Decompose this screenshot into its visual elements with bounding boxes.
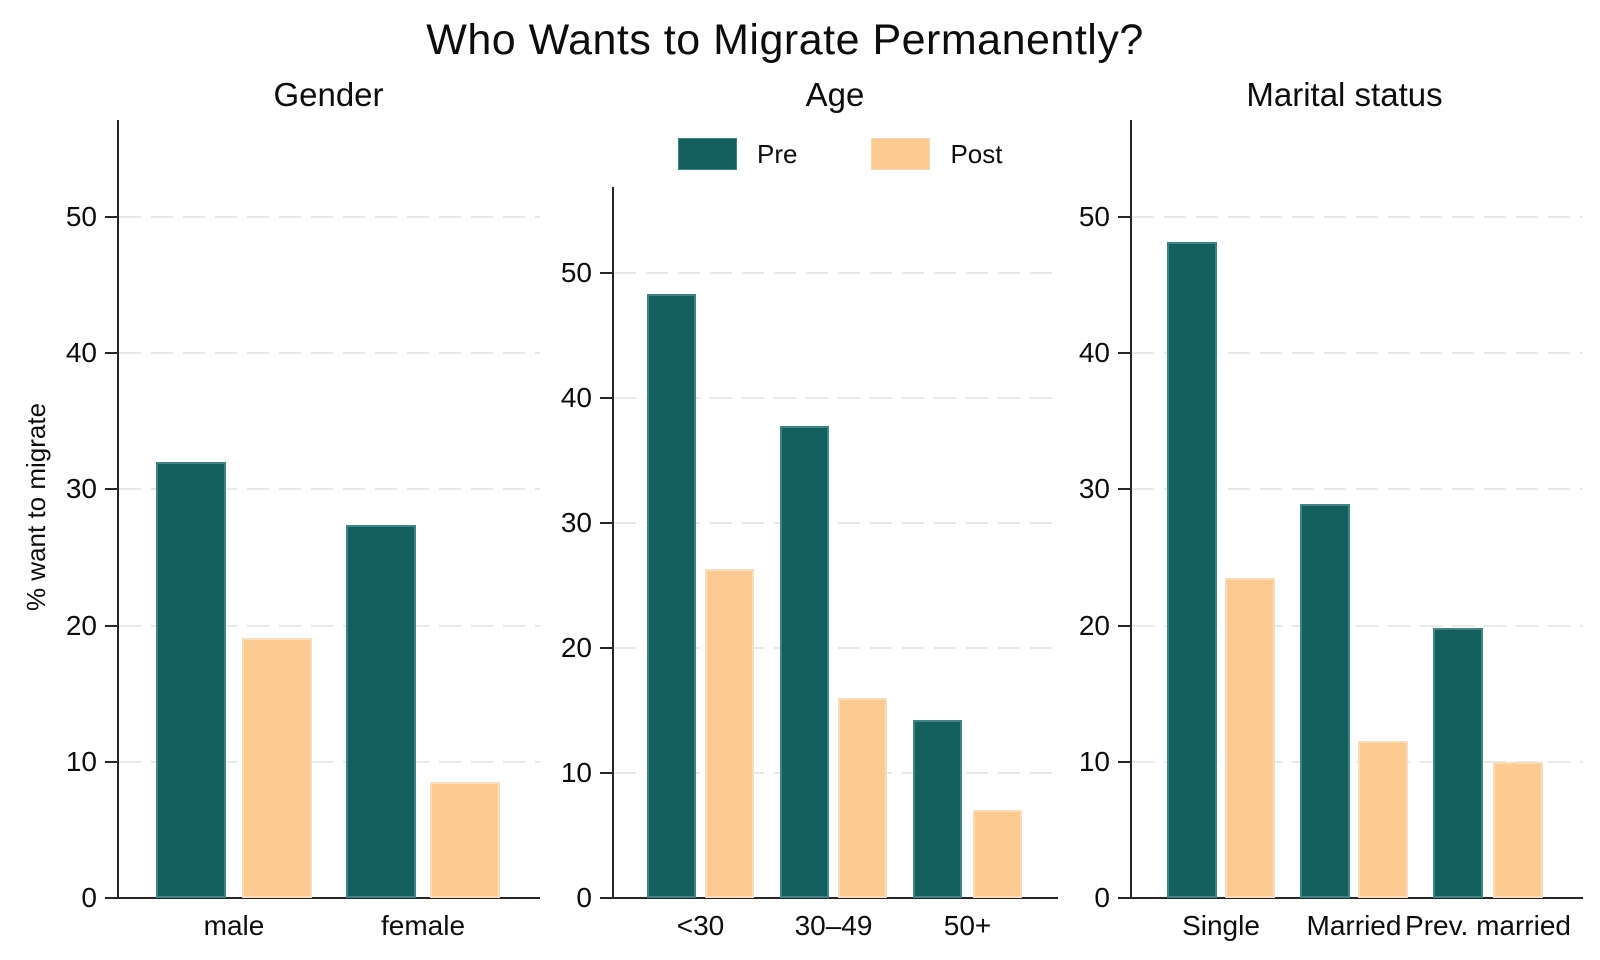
panel-title-marital-status: Marital status [1246, 76, 1443, 113]
gridline [119, 760, 540, 763]
y-tick [1118, 760, 1130, 763]
bar-age-<30-pre [647, 294, 696, 898]
category-label-female: female [380, 910, 466, 941]
y-tick [105, 488, 117, 491]
gridline [1132, 624, 1583, 627]
y-tick [1118, 897, 1130, 899]
y-tick-label: 10 [560, 757, 592, 788]
legend-label-post: Post [950, 138, 1003, 169]
gridline [614, 522, 1058, 524]
y-tick [1118, 488, 1130, 491]
gridline [119, 216, 540, 218]
bar-gender-male-post [242, 638, 312, 898]
y-tick [600, 522, 612, 524]
y-axis [612, 187, 614, 898]
y-tick [1118, 216, 1130, 218]
category-label-50+: 50+ [943, 910, 992, 941]
legend-label-pre: Pre [757, 138, 798, 169]
legend-swatch-post [871, 138, 931, 170]
panel-title-gender: Gender [273, 76, 384, 113]
bar-age-50+-pre [913, 720, 962, 898]
category-label-single: Single [1182, 910, 1260, 941]
y-tick [105, 352, 117, 355]
y-tick-label: 20 [560, 632, 592, 663]
category-label-30-49: 30–49 [794, 910, 873, 941]
y-tick-label: 0 [576, 882, 592, 913]
bar-gender-male-pre [156, 462, 226, 898]
bar-gender-female-pre [346, 525, 416, 898]
category-label-prev-married: Prev. married [1405, 910, 1571, 941]
bar-marital-status-married-pre [1300, 504, 1350, 898]
bar-gender-female-post [430, 782, 500, 898]
gridline [119, 352, 540, 355]
bar-age-<30-post [705, 569, 754, 898]
bar-marital-status-prev-married-pre [1433, 628, 1483, 898]
y-tick-label: 40 [560, 382, 592, 413]
y-tick [105, 216, 117, 218]
y-tick-label: 50 [1078, 201, 1110, 232]
gridline [1132, 760, 1583, 763]
y-tick [600, 647, 612, 649]
y-tick-label: 20 [1078, 609, 1110, 641]
y-tick [600, 397, 612, 399]
legend: Pre Post [678, 138, 1003, 170]
chart-title: Who Wants to Migrate Permanently? [426, 16, 1144, 64]
gridline [614, 272, 1058, 274]
y-tick [105, 624, 117, 627]
x-axis [1130, 897, 1583, 899]
y-tick [1118, 624, 1130, 627]
y-tick [105, 760, 117, 763]
y-tick-label: 20 [65, 609, 97, 641]
gridline [119, 624, 540, 627]
y-tick-label: 0 [81, 882, 97, 913]
y-tick-label: 0 [1094, 882, 1110, 913]
gridline [1132, 352, 1583, 355]
y-tick-label: 30 [1078, 473, 1110, 505]
panel-title-age: Age [805, 76, 865, 113]
gridline [1132, 488, 1583, 491]
y-tick-label: 40 [1078, 337, 1110, 369]
y-tick-label: 30 [65, 473, 97, 505]
bar-marital-status-prev-married-post [1493, 762, 1543, 898]
bar-age-30-49-pre [780, 426, 829, 898]
x-axis [117, 897, 540, 899]
y-tick-label: 40 [65, 337, 97, 369]
y-tick-label: 50 [560, 257, 592, 288]
bar-marital-status-married-post [1358, 741, 1408, 898]
gridline [614, 397, 1058, 399]
gridline [119, 488, 540, 491]
gridline [614, 647, 1058, 649]
y-tick-label: 10 [1078, 745, 1110, 777]
y-tick [105, 897, 117, 899]
bar-marital-status-single-pre [1167, 242, 1217, 898]
category-label-male: male [203, 910, 265, 941]
bar-age-30-49-post [838, 698, 887, 898]
y-tick-label: 50 [65, 201, 97, 232]
bar-marital-status-single-post [1225, 578, 1275, 898]
y-tick-label: 30 [560, 507, 592, 538]
y-axis [1130, 120, 1132, 898]
y-tick [600, 897, 612, 899]
y-tick [600, 772, 612, 774]
gridline [614, 772, 1058, 774]
legend-swatch-pre [678, 138, 737, 170]
bar-age-50+-post [973, 810, 1022, 898]
category-label-<30: <30 [676, 910, 725, 941]
y-tick [600, 272, 612, 274]
gridline [1132, 216, 1583, 218]
category-label-married: Married [1306, 910, 1402, 941]
y-axis [117, 120, 119, 898]
y-tick [1118, 352, 1130, 355]
x-axis [612, 897, 1058, 899]
y-tick-label: 10 [65, 745, 97, 777]
